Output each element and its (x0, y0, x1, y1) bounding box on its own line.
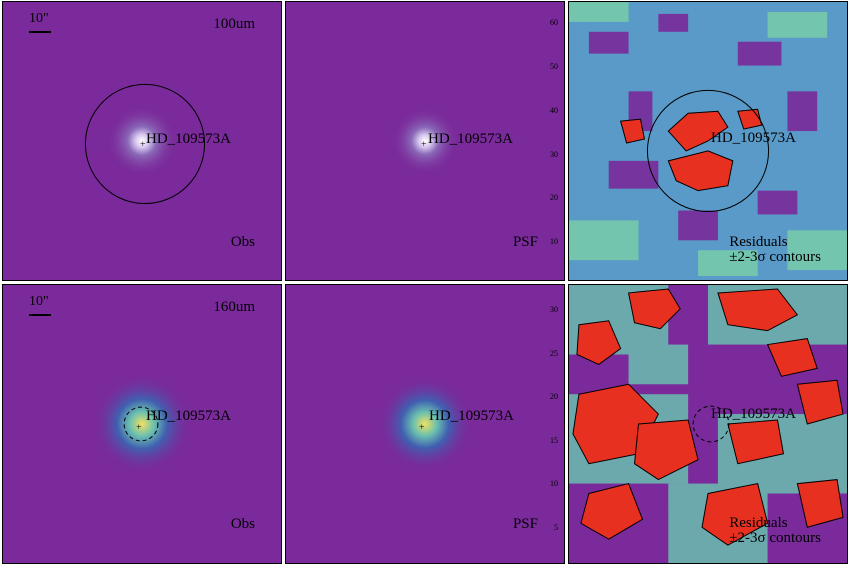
panel-caption: Obs (230, 516, 255, 532)
image-160um-residuals (569, 285, 847, 563)
band-label: 160um (213, 299, 255, 315)
caption-line-2: ±2-3σ contours (729, 249, 821, 265)
svg-text:+: + (136, 422, 142, 433)
image-100um-psf: + (286, 2, 564, 280)
panel-160um-psf: + HD_109573A PSF 30 25 20 15 10 5 (285, 284, 565, 564)
panel-caption: Obs (230, 234, 255, 250)
scale-bar-label: 10" (29, 294, 51, 316)
target-label: HD_109573A (711, 130, 796, 146)
target-label: HD_109573A (711, 406, 796, 422)
band-label: 100um (213, 16, 255, 32)
panel-caption: PSF (512, 516, 538, 532)
panel-160um-obs: + 10" 160um HD_109573A Obs (2, 284, 282, 564)
target-label: HD_109573A (146, 131, 231, 147)
svg-text:+: + (140, 139, 146, 150)
scale-bar-label: 10" (29, 11, 51, 33)
scale-bar (29, 314, 51, 316)
panel-160um-residuals: HD_109573A Residuals ±2-3σ contours (568, 284, 848, 564)
panel-100um-obs: + 10" 100um HD_109573A Obs (2, 1, 282, 281)
target-label: HD_109573A (428, 131, 513, 147)
image-160um-psf: + (286, 285, 564, 563)
scale-bar (29, 31, 51, 33)
panel-caption: Residuals ±2-3σ contours (729, 516, 821, 546)
image-160um-obs: + (3, 285, 281, 563)
y-axis-ticks: 30 25 20 15 10 5 (550, 305, 558, 532)
caption-line-1: Residuals (729, 234, 788, 250)
svg-text:+: + (421, 139, 427, 150)
caption-line-2: ±2-3σ contours (729, 530, 821, 546)
panel-100um-psf: + HD_109573A PSF 60 50 40 30 20 10 (285, 1, 565, 281)
target-label: HD_109573A (429, 408, 514, 424)
image-100um-residuals (569, 2, 847, 280)
panel-100um-residuals: HD_109573A Residuals ±2-3σ contours (568, 1, 848, 281)
panel-caption: PSF (512, 234, 538, 250)
image-100um-obs: + (3, 2, 281, 280)
svg-text:+: + (419, 422, 425, 433)
target-label: HD_109573A (146, 408, 231, 424)
caption-line-1: Residuals (729, 515, 788, 531)
y-axis-ticks: 60 50 40 30 20 10 (550, 18, 558, 246)
panel-caption: Residuals ±2-3σ contours (729, 235, 821, 265)
